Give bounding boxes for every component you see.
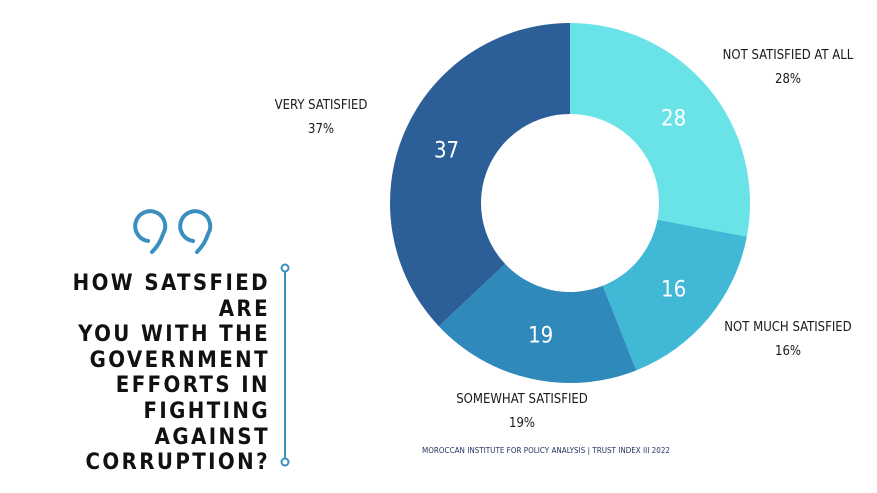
divider-line-icon — [280, 263, 290, 467]
question-line: YOU WITH THE — [78, 322, 270, 348]
donut-slice — [438, 263, 637, 383]
donut-slice — [602, 219, 747, 371]
legend-percent-label: 19% — [509, 416, 535, 431]
legend-percent-label: 37% — [308, 122, 334, 137]
question-text: HOW SATSFIED ARE YOU WITH THE GOVERNMENT EF… — [20, 271, 270, 476]
question-line: EFFORTS IN FIGHTING — [115, 373, 270, 424]
donut-slice — [570, 23, 750, 237]
donut-slice — [390, 23, 570, 327]
quote-icon — [133, 209, 213, 254]
slice-value-label: 37 — [434, 139, 459, 164]
slice-value-label: 19 — [528, 323, 553, 348]
legend-percent-label: 16% — [775, 344, 801, 359]
legend-category-label: SOMEWHAT SATISFIED — [456, 392, 588, 407]
slice-value-label: 16 — [661, 278, 686, 303]
question-line: GOVERNMENT — [89, 347, 270, 373]
source-text: MOROCCAN INSTITUTE FOR POLICY ANALYSIS |… — [422, 446, 670, 455]
question-line: AGAINST — [154, 424, 270, 450]
question-line: CORRUPTION? — [85, 450, 270, 476]
slice-value-label: 28 — [661, 106, 686, 131]
legend-category-label: VERY SATISFIED — [275, 98, 368, 113]
legend-percent-label: 28% — [775, 72, 801, 87]
legend-category-label: NOT MUCH SATISFIED — [724, 320, 851, 335]
legend-category-label: NOT SATISFIED AT ALL — [723, 48, 854, 63]
question-line: HOW SATSFIED ARE — [72, 271, 270, 322]
